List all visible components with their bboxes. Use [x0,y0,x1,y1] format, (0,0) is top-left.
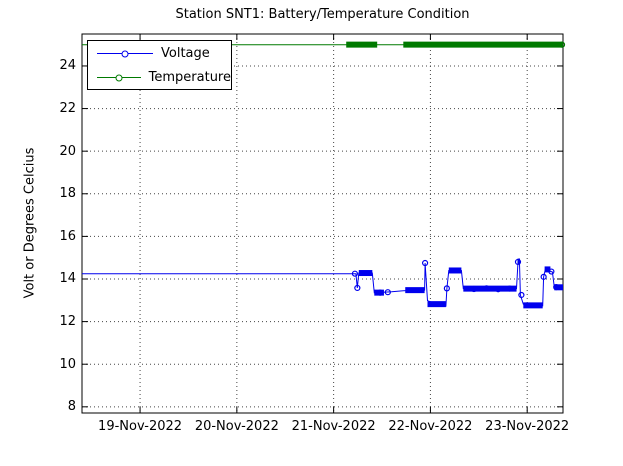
series-voltage-marker [470,285,478,293]
y-tick-label: 24 [59,58,76,74]
series-voltage-marker [443,285,450,292]
y-tick-label: 14 [59,271,76,287]
y-tick-label: 8 [67,399,76,415]
x-tick-label: 20-Nov-2022 [194,419,279,434]
voltage-line-swatch [97,50,153,57]
temperature-line-swatch [97,74,141,81]
y-tick-label: 20 [59,143,76,159]
x-tick-label: 19-Nov-2022 [98,419,183,434]
series-voltage-marker [514,258,522,266]
legend-entry-temperature: Temperature [88,65,231,89]
series-voltage-marker [421,259,429,267]
y-tick-label: 18 [59,186,76,202]
series-voltage-marker [351,270,359,277]
y-tick-label: 10 [59,356,76,372]
series-voltage-marker [376,289,384,296]
series-voltage-marker [548,268,555,275]
voltage-marker-icon [121,50,129,57]
x-tick-label: 23-Nov-2022 [485,419,570,434]
chart-title: Station SNT1: Battery/Temperature Condit… [175,7,470,22]
series-voltage-marker [495,286,502,293]
series-temperature-marker [558,41,566,48]
series-voltage-marker [518,291,525,299]
series-voltage-marker [540,273,547,280]
axes-box [81,33,564,414]
series-voltage-marker [354,284,361,292]
x-tick-label: 21-Nov-2022 [291,419,376,434]
x-tick-label: 22-Nov-2022 [388,419,473,434]
y-tick-label: 22 [59,101,76,117]
series-voltage-marker [483,285,490,292]
legend-entry-voltage: Voltage [88,41,231,65]
y-tick-label: 16 [59,228,76,244]
legend-temperature-label: Temperature [148,69,231,85]
series-voltage-line [82,258,564,307]
legend: Voltage Temperature [87,40,232,90]
series-voltage-marker [506,285,513,292]
legend-voltage-label: Voltage [161,45,210,61]
y-tick-label: 12 [59,314,76,330]
temperature-marker-icon [115,74,123,81]
series-voltage-marker [384,289,391,296]
y-axis-label: Volt or Degrees Celcius [22,147,38,299]
series-voltage-marker [553,283,560,291]
